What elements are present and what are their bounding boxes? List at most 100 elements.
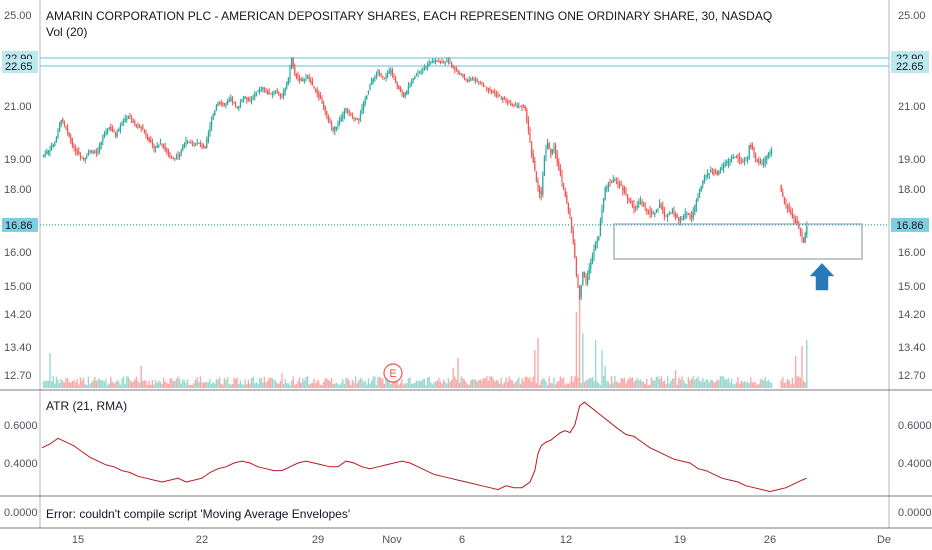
volume-bar	[745, 382, 747, 388]
earnings-marker-circle[interactable]	[383, 363, 403, 383]
volume-bar	[700, 381, 702, 388]
volume-bar	[414, 382, 416, 388]
candle-body	[603, 198, 605, 209]
volume-bar	[785, 382, 787, 388]
volume-bar	[721, 376, 723, 388]
volume-bar	[68, 381, 70, 388]
candle-body	[395, 78, 397, 82]
candle-body	[703, 176, 705, 183]
candle-body	[343, 111, 345, 116]
volume-bar	[162, 377, 165, 388]
candle-body	[748, 145, 750, 159]
volume-bar	[622, 378, 624, 388]
candle-body	[182, 146, 184, 150]
candle-body	[419, 72, 421, 74]
candle-body	[95, 152, 97, 154]
volume-bar	[108, 383, 110, 388]
volume-bar	[137, 381, 139, 388]
volume-bar	[417, 380, 419, 388]
volume-bar	[127, 376, 130, 388]
candle-body	[595, 243, 597, 249]
support-rectangle[interactable]	[613, 223, 863, 260]
candle-body	[211, 120, 213, 127]
volume-bar	[170, 378, 173, 388]
atr-line	[41, 401, 807, 493]
candle-body	[331, 124, 333, 127]
volume-bar	[540, 380, 542, 388]
volume-bar	[159, 381, 162, 388]
volume-bar	[698, 380, 701, 388]
volume-bar	[295, 383, 298, 388]
candle-body	[385, 75, 387, 80]
volume-bar	[759, 379, 762, 388]
volume-bar	[492, 378, 494, 388]
candle-body	[579, 285, 581, 298]
candle-body	[540, 191, 542, 195]
volume-bar	[420, 381, 422, 388]
volume-bar	[190, 384, 192, 388]
level-tag-left-bg	[2, 217, 38, 232]
volume-bar	[279, 381, 282, 388]
candle-body	[313, 85, 315, 88]
volume-bar	[151, 379, 154, 388]
candle-body	[382, 75, 384, 77]
volume-bar	[358, 380, 360, 388]
volume-bar	[468, 384, 470, 388]
candle-body	[740, 159, 742, 161]
candle-body	[673, 210, 675, 214]
candle-body	[670, 212, 672, 214]
volume-bar	[266, 380, 269, 388]
candle-body	[796, 221, 798, 225]
candle-body	[299, 78, 301, 80]
candle-body	[228, 100, 230, 103]
candle-body	[471, 79, 473, 81]
volume-bar	[441, 383, 443, 388]
volume-bar	[662, 381, 664, 388]
candle-body	[340, 117, 342, 122]
volume-bar	[60, 378, 62, 388]
candle-body	[369, 85, 371, 90]
candle-body	[52, 144, 54, 147]
candle-body	[489, 88, 491, 91]
volume-bar	[567, 383, 570, 388]
volume-bar	[478, 380, 480, 388]
volume-bar	[398, 384, 400, 388]
volume-bar	[415, 380, 418, 388]
volume-bar	[674, 370, 677, 388]
candle-body	[435, 59, 437, 62]
candle-body	[668, 214, 670, 215]
candle-body	[518, 105, 520, 107]
candle-body	[532, 153, 534, 163]
candle-body	[647, 211, 649, 213]
candle-body	[267, 91, 269, 94]
candle-body	[124, 118, 126, 121]
candle-body	[414, 75, 416, 80]
candle-body	[243, 97, 245, 101]
volume-bar	[588, 378, 590, 388]
candle-body	[145, 132, 147, 136]
volume-bar	[150, 384, 152, 388]
volume-bar	[318, 381, 320, 388]
volume-bar	[682, 380, 685, 388]
candle-body	[561, 174, 563, 182]
candle-body	[652, 213, 654, 215]
candle-body	[723, 164, 725, 168]
volume-bar	[305, 376, 307, 388]
candle-body	[588, 268, 590, 276]
candle-body	[785, 201, 787, 204]
time-tick: Nov	[382, 534, 402, 546]
volume-bar	[671, 378, 674, 388]
candle-body	[329, 119, 331, 124]
candle-body	[259, 89, 261, 92]
volume-bar	[407, 378, 410, 388]
volume-bar	[311, 383, 314, 388]
volume-bar	[647, 384, 650, 388]
volume-bar	[129, 379, 131, 388]
candle-body	[793, 217, 795, 222]
volume-bar	[652, 380, 654, 388]
volume-bar	[801, 346, 803, 388]
level-tag-left: 16.86	[5, 220, 33, 232]
volume-bar	[804, 382, 806, 388]
candle-body	[271, 92, 273, 95]
candle-body	[742, 161, 744, 163]
